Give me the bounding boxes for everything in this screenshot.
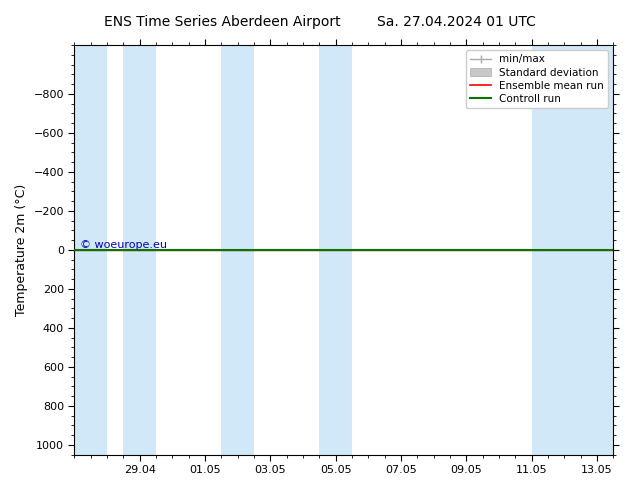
Bar <box>221 45 254 455</box>
Text: Sa. 27.04.2024 01 UTC: Sa. 27.04.2024 01 UTC <box>377 15 536 29</box>
Bar <box>124 45 156 455</box>
Y-axis label: Temperature 2m (°C): Temperature 2m (°C) <box>15 184 28 316</box>
Bar <box>532 45 614 455</box>
Legend: min/max, Standard deviation, Ensemble mean run, Controll run: min/max, Standard deviation, Ensemble me… <box>466 50 608 108</box>
Bar <box>320 45 352 455</box>
Text: © woeurope.eu: © woeurope.eu <box>80 240 167 250</box>
Text: ENS Time Series Aberdeen Airport: ENS Time Series Aberdeen Airport <box>103 15 340 29</box>
Bar <box>74 45 107 455</box>
